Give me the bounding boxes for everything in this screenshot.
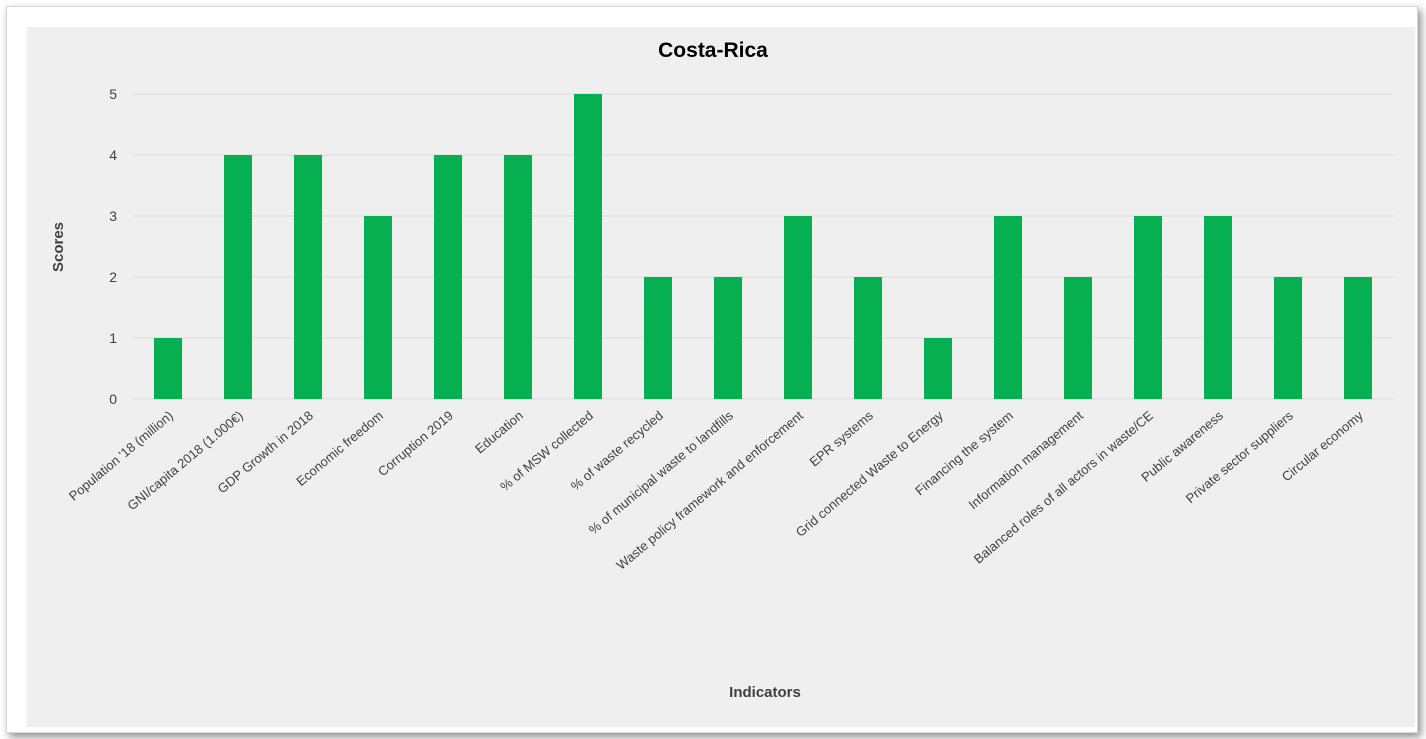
bar — [154, 338, 182, 399]
y-axis-title: Scores — [50, 222, 67, 272]
chart-frame — [6, 6, 1418, 733]
chart-title: Costa-Rica — [658, 39, 768, 62]
x-axis-labels: Population '18 (million)GNI/capita 2018 … — [66, 407, 1366, 572]
bar — [644, 277, 672, 399]
bar — [1204, 216, 1232, 399]
y-tick-label: 1 — [109, 330, 117, 346]
y-tick-label: 4 — [109, 147, 117, 163]
bar — [1064, 277, 1092, 399]
bar — [784, 216, 812, 399]
bar — [1344, 277, 1372, 399]
y-tick-label: 5 — [109, 86, 117, 102]
bars — [154, 94, 1372, 399]
x-tick-label: Grid connected Waste to Energy — [793, 407, 947, 539]
bar — [434, 155, 462, 399]
x-tick-label: Information management — [966, 408, 1087, 513]
bar — [994, 216, 1022, 399]
bar — [574, 94, 602, 399]
x-axis-title: Indicators — [729, 684, 801, 701]
x-tick-label: EPR systems — [807, 407, 877, 469]
x-tick-label: Education — [472, 408, 526, 457]
bar — [854, 277, 882, 399]
bar — [224, 155, 252, 399]
bar — [924, 338, 952, 399]
x-tick-label: Corruption 2019 — [375, 408, 456, 479]
y-tick-label: 0 — [109, 391, 117, 407]
bar — [1274, 277, 1302, 399]
x-tick-label: GNI/capita 2018 (1.000€) — [124, 408, 245, 513]
bar — [1134, 216, 1162, 399]
gridlines — [133, 93, 1393, 400]
bar — [294, 155, 322, 399]
y-axis-ticks: 0 1 2 3 4 5 — [109, 86, 117, 407]
bar — [504, 155, 532, 399]
bar — [364, 216, 392, 399]
x-tick-label: % of municipal waste to landfills — [586, 407, 737, 537]
y-tick-label: 3 — [109, 208, 117, 224]
bar — [714, 277, 742, 399]
y-tick-label: 2 — [109, 269, 117, 285]
